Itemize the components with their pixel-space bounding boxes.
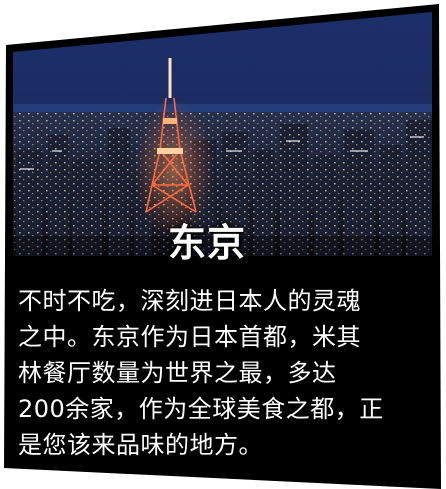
description-line-3: 林餐厅数量为世界之最，多达: [18, 359, 337, 387]
city-title: 东京: [168, 221, 247, 265]
description-line-2: 之中。东京作为日本首都，米其: [18, 323, 361, 351]
tokyo-tower-icon: [145, 58, 197, 213]
description-line-4: 200余家，作为全球美食之都，正: [18, 395, 384, 423]
description-line-1: 不时不吃，深刻进日本人的灵魂: [18, 287, 361, 315]
description-line-5: 是您该来品味的地方。: [18, 431, 263, 459]
description: 不时不吃，深刻进日本人的灵魂 之中。东京作为日本首都，米其 林餐厅数量为世界之最…: [18, 283, 426, 463]
